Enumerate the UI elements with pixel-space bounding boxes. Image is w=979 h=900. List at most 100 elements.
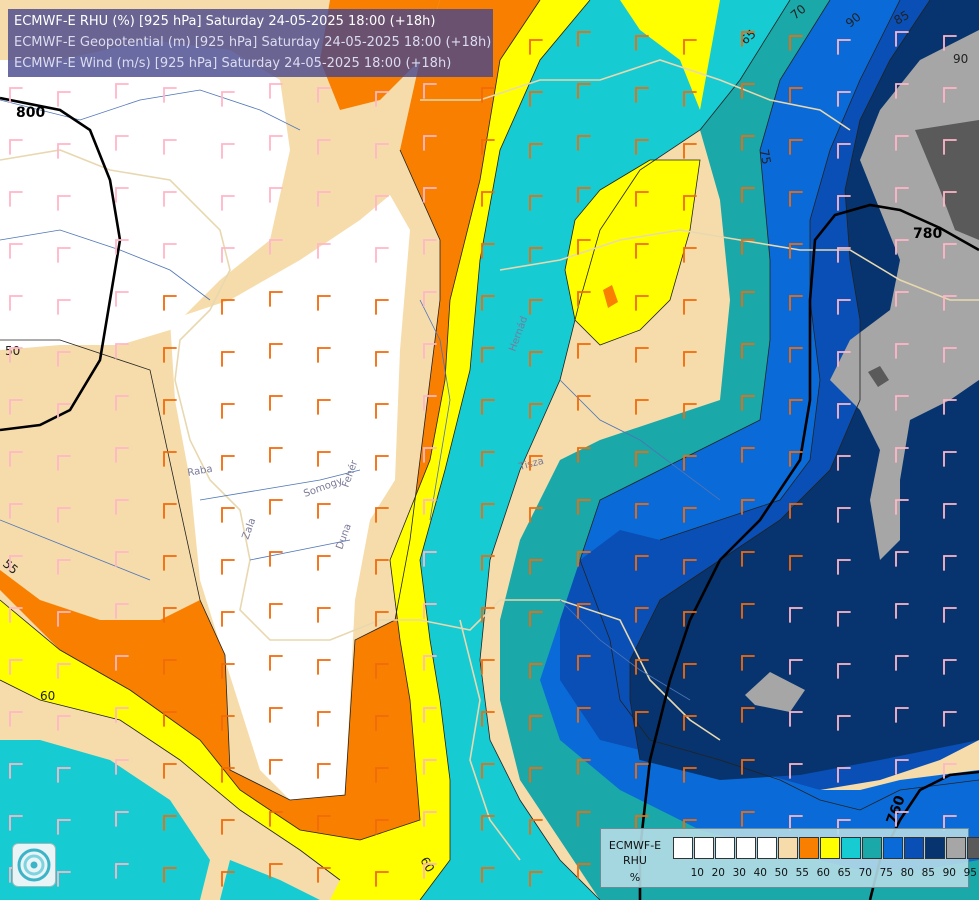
wind-barb <box>317 399 331 415</box>
wind-barb <box>577 291 591 307</box>
legend-ticks: 10 20 30 40 50 55 60 65 70 75 80 85 90 95100 <box>673 867 979 879</box>
wind-barb <box>481 555 495 571</box>
wind-barb <box>789 815 803 831</box>
wind-barb <box>529 39 543 55</box>
wind-barb <box>895 31 909 47</box>
wind-barb <box>635 451 649 467</box>
rhu-label-50: 50 <box>5 344 20 358</box>
wind-barb <box>529 819 543 835</box>
wind-barb <box>221 715 235 731</box>
wind-barb <box>9 711 23 727</box>
wind-barb <box>163 451 177 467</box>
wind-barb <box>635 295 649 311</box>
wind-barb <box>741 239 755 255</box>
wind-barb <box>789 191 803 207</box>
wind-barb <box>683 559 697 575</box>
wind-barb <box>221 143 235 159</box>
rhu-island-yellow <box>565 160 700 345</box>
title-geopotential: ECMWF-E Geopotential (m) [925 hPa] Satur… <box>14 35 492 50</box>
legend-swatch <box>925 837 945 859</box>
wind-barb <box>635 503 649 519</box>
wind-barb <box>895 239 909 255</box>
wind-barb <box>529 247 543 263</box>
wind-barb <box>269 551 283 567</box>
wind-barb <box>895 655 909 671</box>
wind-barb <box>635 347 649 363</box>
wind-barb <box>529 507 543 523</box>
wind-barb <box>57 611 71 627</box>
wind-barb <box>741 83 755 99</box>
wind-barb <box>375 143 389 159</box>
legend-tick: 10 <box>690 867 704 879</box>
wind-barb <box>481 139 495 155</box>
legend-swatch <box>904 837 924 859</box>
wind-barb <box>789 139 803 155</box>
wind-barb <box>269 811 283 827</box>
wind-barb <box>57 559 71 575</box>
wind-barb <box>423 707 437 723</box>
wind-barb <box>317 451 331 467</box>
wind-barb <box>317 347 331 363</box>
wind-barb <box>269 187 283 203</box>
wind-barb <box>221 455 235 471</box>
wind-barb <box>269 395 283 411</box>
rhu-band-cyan-south <box>220 860 320 900</box>
wind-barb <box>635 815 649 831</box>
wind-barb <box>423 811 437 827</box>
wind-barb <box>423 603 437 619</box>
wind-barb <box>221 507 235 523</box>
wind-barb <box>163 555 177 571</box>
rhu-band-gray-island <box>745 672 805 712</box>
wind-barb <box>115 239 129 255</box>
wind-barb <box>269 83 283 99</box>
wind-barb <box>789 35 803 51</box>
wind-barb <box>741 31 755 47</box>
wind-barb <box>57 871 71 887</box>
wind-barb <box>115 187 129 203</box>
wind-barb <box>9 347 23 363</box>
wind-barb <box>375 247 389 263</box>
legend-tick: 55 <box>795 867 809 879</box>
wind-barb <box>943 347 957 363</box>
wind-barb <box>837 91 851 107</box>
wind-barb <box>943 87 957 103</box>
wind-barb <box>943 711 957 727</box>
wind-barb <box>837 247 851 263</box>
wind-barb <box>221 559 235 575</box>
wind-barb <box>423 863 437 879</box>
wind-barb <box>895 707 909 723</box>
wind-barb <box>683 91 697 107</box>
wind-barb <box>741 759 755 775</box>
legend-swatch <box>715 837 735 859</box>
wind-barb <box>789 295 803 311</box>
wind-barb <box>577 83 591 99</box>
wind-barb <box>375 455 389 471</box>
wind-barb <box>789 243 803 259</box>
wind-barb <box>57 143 71 159</box>
wind-barb <box>837 39 851 55</box>
wind-barb <box>115 499 129 515</box>
wind-barb <box>481 867 495 883</box>
wind-barb <box>529 91 543 107</box>
wind-barb <box>635 139 649 155</box>
wind-barb <box>221 611 235 627</box>
wind-barb <box>577 31 591 47</box>
wind-barb <box>269 499 283 515</box>
wind-barb <box>221 819 235 835</box>
wind-barb <box>529 455 543 471</box>
wind-barb <box>529 299 543 315</box>
wind-barb <box>943 659 957 675</box>
wind-barb <box>683 39 697 55</box>
wind-barb <box>221 767 235 783</box>
wind-barb <box>317 815 331 831</box>
wind-barb <box>57 507 71 523</box>
wind-barb <box>375 507 389 523</box>
wind-barb <box>577 135 591 151</box>
wind-barb <box>423 447 437 463</box>
wind-barb <box>837 351 851 367</box>
wind-barb <box>481 711 495 727</box>
legend-swatch <box>757 837 777 859</box>
legend-swatch <box>862 837 882 859</box>
rhu-legend: ECMWF-E RHU % 10 20 30 40 50 55 60 65 70 75 80 85 90… <box>600 828 979 888</box>
